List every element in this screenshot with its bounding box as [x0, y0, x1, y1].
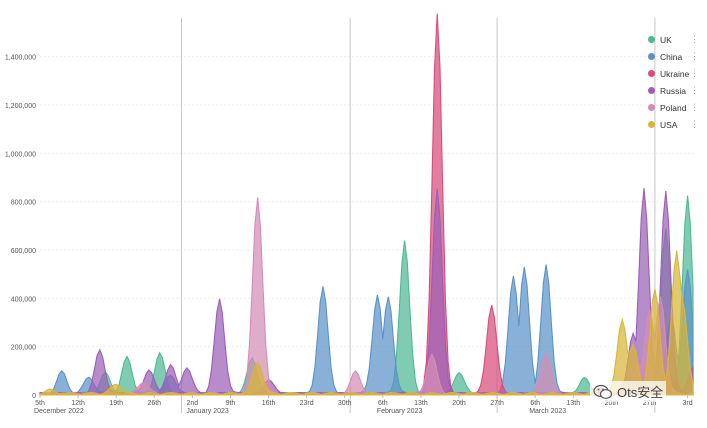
y-tick-label: 0: [32, 393, 36, 400]
y-tick-label: 800,000: [11, 200, 36, 207]
x-tick-label: 3rd: [682, 400, 692, 407]
x-tick-label: 20th: [452, 400, 466, 407]
legend-label: UK: [660, 34, 672, 45]
x-tick-label: 27th: [643, 400, 657, 407]
y-tick-label: 1,200,000: [5, 103, 36, 110]
series-area-ukraine: [39, 13, 694, 396]
legend-swatch: [648, 53, 655, 60]
series-area-poland: [39, 197, 694, 396]
x-tick-label: 27th: [490, 400, 504, 407]
legend-swatch: [648, 104, 655, 111]
x-tick-label: 13th: [566, 400, 580, 407]
x-tick-label: 13th: [414, 400, 428, 407]
legend-item-usa[interactable]: USA ⋮: [648, 116, 699, 133]
legend-label: Ukraine: [660, 68, 690, 79]
legend-swatch: [648, 70, 655, 77]
x-tick-label: 16th: [262, 400, 276, 407]
legend-label: USA: [660, 119, 678, 130]
x-tick-label: 6th: [530, 400, 540, 407]
series-area-usa: [39, 250, 694, 396]
legend-swatch: [648, 87, 655, 94]
more-options-icon[interactable]: ⋮: [690, 68, 699, 78]
legend-item-poland[interactable]: Poland ⋮: [648, 99, 699, 116]
legend: UK ⋮ China ⋮ Ukraine ⋮ Russia ⋮ Poland ⋮…: [648, 31, 699, 133]
x-tick-label: 19th: [109, 400, 123, 407]
x-month-label: January 2023: [186, 408, 229, 415]
legend-item-russia[interactable]: Russia ⋮: [648, 82, 699, 99]
series-area-russia: [39, 188, 694, 396]
more-options-icon[interactable]: ⋮: [690, 51, 699, 61]
watermark: Ots安全: [590, 381, 667, 402]
series-area-uk: [39, 195, 694, 396]
more-options-icon[interactable]: ⋮: [690, 102, 699, 112]
legend-item-uk[interactable]: UK ⋮: [648, 31, 699, 48]
x-tick-label: 30th: [338, 400, 352, 407]
y-tick-label: 600,000: [11, 248, 36, 255]
y-tick-label: 1,000,000: [5, 151, 36, 158]
more-options-icon[interactable]: ⋮: [690, 85, 699, 95]
legend-label: China: [660, 51, 683, 62]
wechat-icon: [593, 384, 613, 399]
series-area-china: [39, 264, 694, 396]
legend-swatch: [648, 36, 655, 43]
y-tick-label: 200,000: [11, 345, 36, 352]
y-tick-label: 400,000: [11, 296, 36, 303]
x-tick-label: 5th: [35, 400, 45, 407]
legend-label: Russia: [660, 85, 686, 96]
x-tick-label: 9th: [226, 400, 236, 407]
x-month-label: December 2022: [34, 408, 84, 415]
legend-swatch: [648, 121, 655, 128]
x-month-label: March 2023: [529, 408, 566, 415]
legend-item-ukraine[interactable]: Ukraine ⋮: [648, 65, 699, 82]
y-tick-label: 1,400,000: [5, 55, 36, 62]
more-options-icon[interactable]: ⋮: [690, 119, 699, 129]
legend-label: Poland: [660, 102, 687, 113]
x-tick-label: 23rd: [300, 400, 314, 407]
x-tick-label: 20th: [605, 400, 619, 407]
x-tick-label: 26th: [147, 400, 161, 407]
x-tick-label: 6th: [378, 400, 388, 407]
x-tick-label: 2nd: [187, 400, 199, 407]
legend-item-china[interactable]: China ⋮: [648, 48, 699, 65]
x-tick-label: 12th: [71, 400, 85, 407]
watermark-text: Ots安全: [617, 385, 664, 400]
x-month-label: February 2023: [377, 408, 423, 415]
more-options-icon[interactable]: ⋮: [690, 34, 699, 44]
